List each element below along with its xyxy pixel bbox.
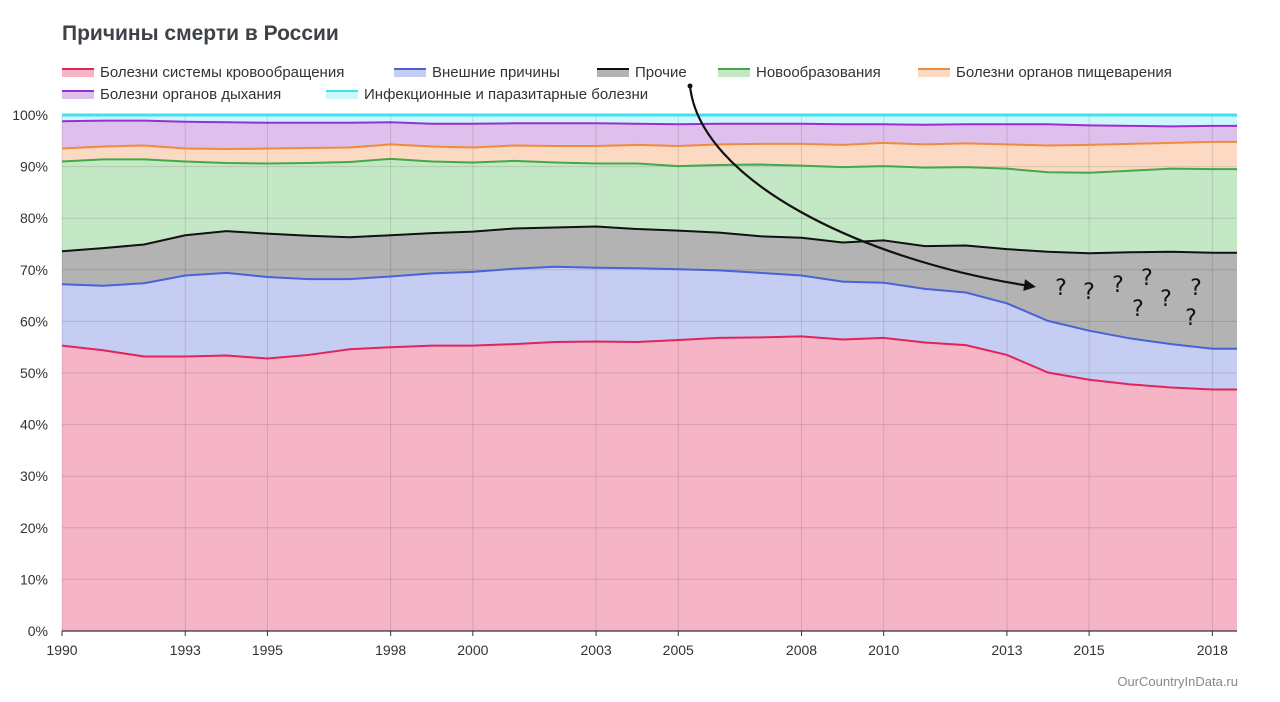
area-1 [62,336,1237,631]
legend-label-digestive: Болезни органов пищеварения [956,64,1172,81]
x-tick-label: 1998 [375,642,406,658]
y-tick-label: 0% [28,623,48,639]
question-marks: ???????? [1055,266,1202,331]
line-3 [61,225,1237,255]
axes: 0% 10% 20% 30% 40% 50% 60% 70% 80% 90% 100% 1990 199… [12,107,1237,658]
legend-label-other: Прочие [635,64,687,81]
x-tick-label: 2005 [663,642,694,658]
annotation-arrow [688,85,1036,292]
area-5 [62,141,1237,173]
x-tick-label: 2013 [991,642,1022,658]
x-tick-label: 1995 [252,642,283,658]
legend-item-neoplasms[interactable]: Новообразования [718,64,881,81]
area-6 [62,120,1237,150]
y-tick-label: 40% [20,417,48,433]
y-tick-label: 90% [20,159,48,175]
legend-swatch-respiratory [62,90,94,99]
line-4 [61,157,1237,174]
question-mark: ? [1185,306,1197,331]
y-tick-label: 10% [20,571,48,587]
y-tick-label: 100% [12,107,48,123]
x-tick-label: 2003 [581,642,612,658]
area-3 [62,226,1237,349]
question-mark: ? [1160,287,1172,312]
legend-label-circulatory: Болезни системы кровообращения [100,64,345,81]
legend-item-circulatory[interactable]: Болезни системы кровообращения [62,64,344,81]
question-mark: ? [1083,280,1095,305]
legend-item-other[interactable]: Прочие [597,64,687,81]
x-tick-label: 1990 [46,642,77,658]
legend-label-infectious: Инфекционные и паразитарные болезни [364,86,649,103]
y-tick-label: 80% [20,210,48,226]
x-tick-label: 2000 [457,642,488,658]
legend-label-respiratory: Болезни органов дыхания [100,86,282,103]
area-4 [62,158,1237,254]
legend-item-respiratory[interactable]: Болезни органов дыхания [62,86,281,103]
area-layers [62,115,1237,631]
series-lines [61,113,1237,391]
line-6 [61,119,1237,128]
legend-row-2: Болезни органов дыхания Инфекционные и п… [62,86,1232,108]
x-tick-label: 2015 [1074,642,1105,658]
y-tick-label: 30% [20,468,48,484]
y-tick-label: 70% [20,262,48,278]
y-tick-label: 50% [20,365,48,381]
line-1 [61,335,1237,391]
question-mark: ? [1141,266,1153,291]
legend-row-1: Болезни системы кровообращения Внешние п… [62,64,1232,86]
legend-swatch-digestive [918,68,950,77]
legend-label-external: Внешние причины [432,64,560,81]
x-tick-label: 2010 [868,642,899,658]
area-7 [62,115,1237,127]
y-tick-label: 20% [20,520,48,536]
source-label: OurCountryInData.ru [1117,674,1238,689]
question-mark: ? [1132,297,1144,322]
question-mark: ? [1190,276,1202,301]
x-tick-label: 1993 [170,642,201,658]
legend: Болезни системы кровообращения Внешние п… [62,64,1232,108]
legend-swatch-neoplasms [718,68,750,77]
legend-swatch-infectious [326,90,358,99]
area-2 [62,266,1237,390]
annotation-layer [687,83,1036,292]
legend-label-neoplasms: Новообразования [756,64,881,81]
legend-swatch-circulatory [62,68,94,77]
x-tick-label: 2008 [786,642,817,658]
legend-swatch-other [597,68,629,77]
question-mark: ? [1112,273,1124,298]
chart-title: Причины смерти в России [62,22,339,45]
legend-item-digestive[interactable]: Болезни органов пищеварения [918,64,1172,81]
legend-swatch-external [394,68,426,77]
question-mark: ? [1055,276,1067,301]
x-tick-label: 2018 [1197,642,1228,658]
line-2 [61,265,1237,350]
line-5 [61,140,1237,151]
legend-item-infectious[interactable]: Инфекционные и паразитарные болезни [326,86,648,103]
legend-item-external[interactable]: Внешние причины [394,64,560,81]
annotation-arrow-origin [687,83,693,89]
y-tick-label: 60% [20,313,48,329]
